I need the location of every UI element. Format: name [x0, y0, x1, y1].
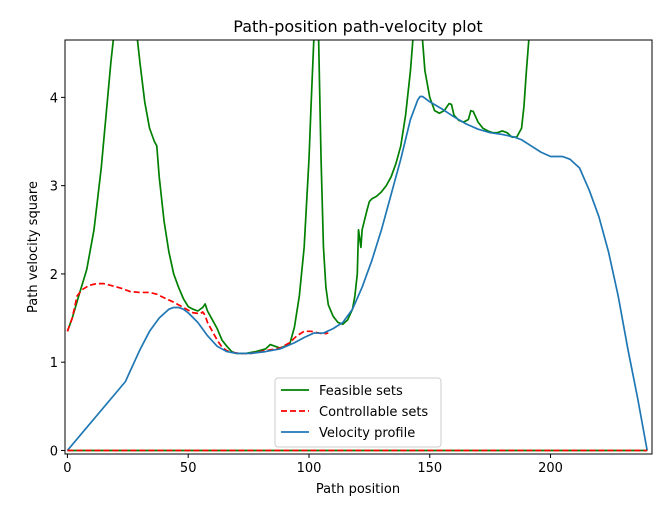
- x-tick-label-100: 100: [297, 461, 322, 476]
- x-tick-label-200: 200: [538, 461, 563, 476]
- x-axis-label: Path position: [316, 482, 400, 497]
- series-line-controllable-sets-1-0: [66, 282, 329, 355]
- legend-box: [274, 377, 442, 448]
- plot-frame: [64, 39, 653, 455]
- chart-title: Path-position path-velocity plot: [233, 17, 482, 36]
- series-layer: [66, 40, 649, 452]
- legend-label-controllable-sets: Controllable sets: [319, 405, 428, 420]
- y-tick-label-2: 2: [50, 268, 58, 283]
- series-line-velocity-profile-2-0: [66, 95, 649, 452]
- x-axis-ticks: 0 50 100 150 200: [63, 454, 563, 476]
- x-tick-label-50: 50: [180, 461, 197, 476]
- y-tick-label-4: 4: [50, 91, 58, 106]
- legend-label-velocity-profile: Velocity profile: [319, 426, 415, 441]
- legend: Feasible sets Controllable sets Velocity…: [274, 377, 442, 448]
- x-tick-label-0: 0: [63, 461, 71, 476]
- y-axis-ticks: 0 1 2 3 4: [50, 91, 65, 459]
- y-tick-label-1: 1: [50, 356, 58, 371]
- y-tick-label-3: 3: [50, 180, 58, 195]
- y-tick-label-0: 0: [50, 444, 58, 459]
- x-tick-label-150: 150: [417, 461, 442, 476]
- series-line-feasible-sets-0-2: [317, 40, 414, 326]
- legend-label-feasible-sets: Feasible sets: [319, 384, 403, 399]
- y-axis-label: Path velocity square: [26, 181, 41, 313]
